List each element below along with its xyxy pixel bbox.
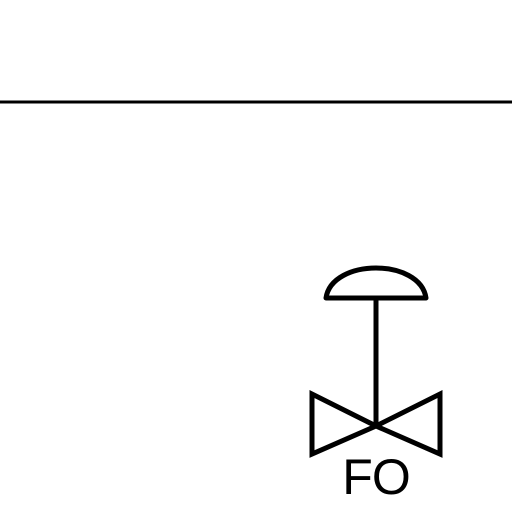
valve-fail-position-label: FO (342, 449, 410, 505)
actuator-icon (323, 265, 429, 301)
valve-body-icon (309, 389, 443, 458)
